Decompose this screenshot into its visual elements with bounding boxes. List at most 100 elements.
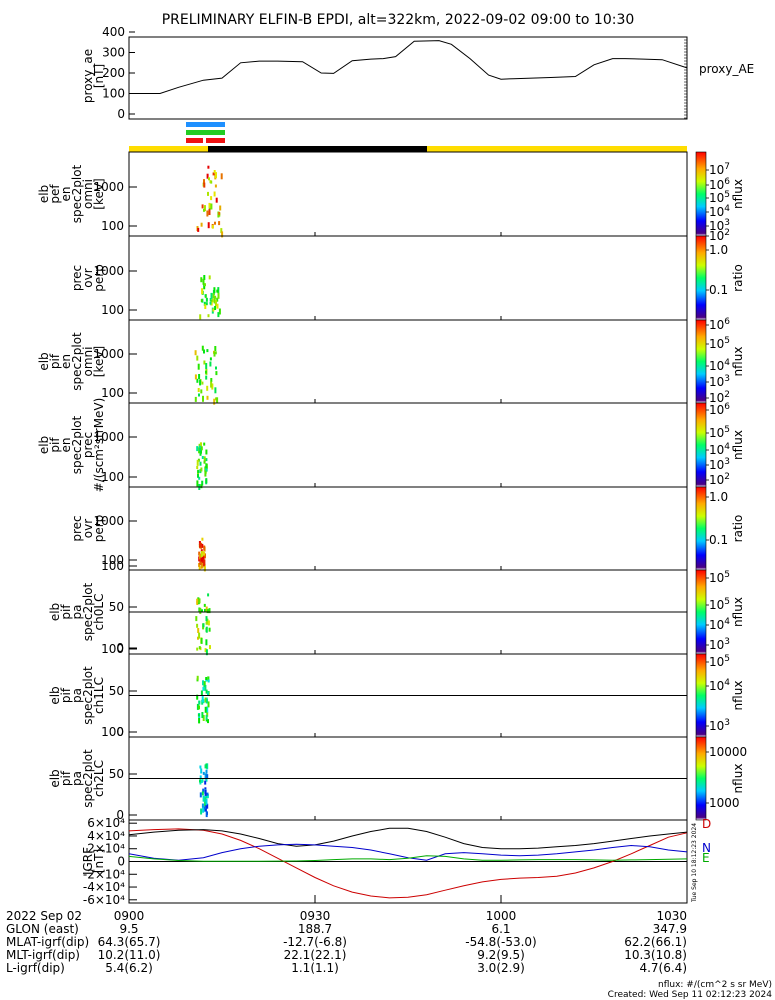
spec-pixel [198,598,201,604]
spec-pixel [197,597,200,603]
colorbar-tick-label: 10000 [709,745,747,759]
spec-pixel [200,549,203,553]
panel-frame [128,235,688,321]
colorbar-tick-label: 105 [709,597,730,612]
spec-pixel [200,277,203,283]
spec-pixel [208,608,211,614]
colorbar-tick-label: 105 [709,570,730,585]
spec-pixel [202,686,205,691]
ylabel-line: elb [37,436,51,454]
spec-pixel [207,719,209,724]
spec-ytick-label: 0 [116,641,124,655]
spec-pixel [212,308,215,312]
colorbar-tick-label: 105 [709,190,730,205]
orbit-c2-mlt: 9.2(9.5) [477,948,525,962]
ylabel-line: IGRF [81,847,95,875]
igrf-ytick-label: -2×10⁴ [83,867,125,881]
spec-pixel [203,603,206,607]
spec-pixel [203,545,206,551]
colorbar-tick-label: 106 [709,402,730,417]
igrf-ytick-label: 0 [117,855,125,869]
colorbar-label: nflux [731,597,745,627]
spec-pixel [198,445,201,450]
igrf-series-E [128,855,688,862]
spec-pixel [204,608,206,612]
ylabel-line: pa [70,771,84,786]
spec-pixel [198,717,201,724]
orbit-c0-mlat: 64.3(65.7) [98,935,161,949]
ylabel-line: ch1LC [92,677,106,714]
proxy-ae-panel: 0 100 200 300 400 [102,25,688,121]
ylabel-line: elb [37,352,51,370]
spec-ytick-label: 0 [116,808,124,822]
colorbar-tick-label: 1.0 [709,490,728,504]
colorbar-tick-label: 1000 [709,796,740,810]
orbit-c1-glon: 188.7 [298,922,332,936]
spec-ytick-label: 100 [101,386,124,400]
colorbar [695,736,707,821]
spec-pixel [215,172,217,179]
spec-pixel [199,781,202,785]
spec-pixel [201,480,204,486]
spec-pixel [218,211,221,215]
spec-ytick-label: 100 [101,725,124,739]
ylabel-line: pa [70,605,84,620]
spec-pixel [211,224,214,229]
spec-ytick-label: 100 [101,553,124,567]
colorbar [695,653,707,738]
spec-pixel [207,701,210,708]
panel-frame [128,486,688,571]
spec-pixel [201,204,204,209]
spec-pixel [214,351,217,355]
spec-pixel [196,694,199,700]
ylabel-line: ch2LC [92,760,106,797]
orbit-c3-mlat: 62.2(66.1) [624,935,687,949]
spec-pixel [206,609,209,614]
colorbar-label: nflux [731,681,745,711]
spec-pixel [211,298,214,303]
spec-pixel [205,297,208,302]
spec-pixel [204,806,207,810]
spec-pixel [210,203,213,210]
spec-pixel [203,797,206,803]
panel-frame [128,319,688,404]
colorbar-tick-label: 105 [709,654,730,669]
spec-pixel [208,275,211,280]
spec-pixel [204,697,207,703]
spec-pixel [198,705,200,710]
spec-pixel [204,470,207,477]
spec-pixel [205,616,208,622]
ae-ytick-label: 100 [102,87,125,101]
ylabel-line: spec2plot [70,415,84,474]
spec-pixel [203,182,206,188]
spec-pixel [213,170,216,173]
spec-ytick-label: 100 [101,559,124,573]
proxy-ae-line [129,40,688,94]
spec-pixel [196,647,199,651]
spec-pixel [203,566,206,572]
orbit-c2-mlat: -54.8(-53.0) [465,935,536,949]
spec-pixel [198,448,201,451]
spec-ytick-label: 50 [109,767,124,781]
spec-pixel [207,620,210,626]
spec-pixel [206,706,209,713]
orbit-c1-time: 0930 [300,909,331,923]
status-yellow-1 [129,146,208,152]
ylabel-line: pif [59,687,73,703]
spec-pixel [209,301,212,305]
spec-pixel [205,798,208,805]
spec-pixel [196,378,199,383]
spec-pixel [196,675,199,680]
igrf-ytick-label: 2×10⁴ [87,842,125,856]
spec-pixel [196,355,199,361]
spec-pixel [199,542,201,548]
igrf-ytick-label: 4×10⁴ [87,829,125,843]
ylabel-line: en [59,187,73,202]
spec-pixel [196,623,199,628]
spec-pixel [204,283,206,287]
spec-pixel [215,300,217,307]
spec-pixel [205,449,208,455]
